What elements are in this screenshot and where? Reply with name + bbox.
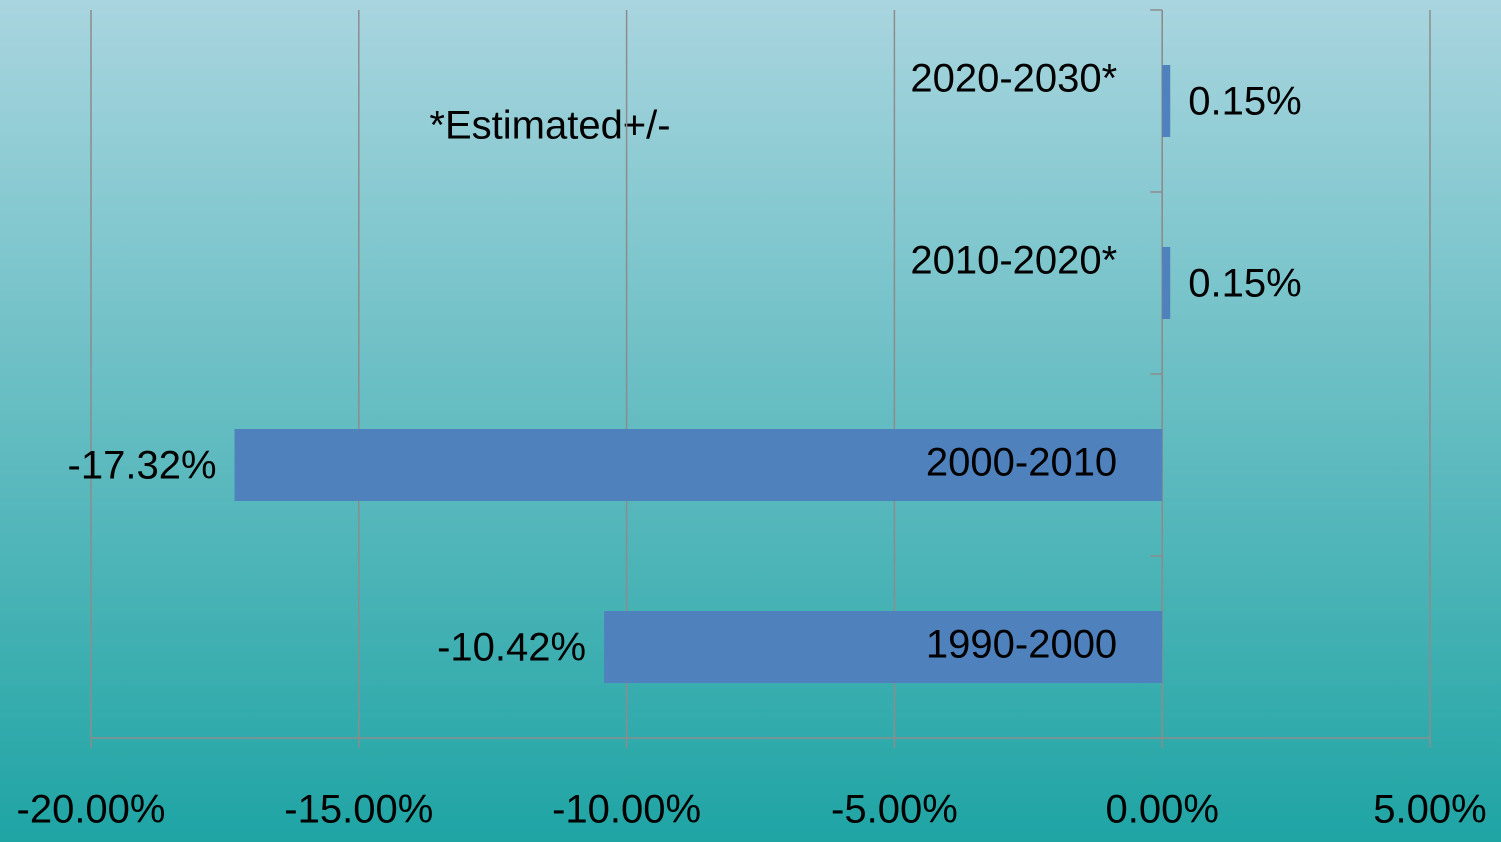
x-tick-label: -20.00% xyxy=(17,788,166,832)
x-tick-label: 0.00% xyxy=(1105,788,1218,832)
annotation: *Estimated+/- xyxy=(429,104,670,148)
value-label: 0.15% xyxy=(1188,262,1301,306)
value-label: -10.42% xyxy=(437,626,586,670)
value-label: 0.15% xyxy=(1188,80,1301,124)
bar xyxy=(1162,247,1171,319)
y-tick-label: 2000-2010 xyxy=(926,441,1117,485)
x-tick-label: -10.00% xyxy=(552,788,701,832)
x-tick-label: 5.00% xyxy=(1373,788,1486,832)
x-tick-label: -15.00% xyxy=(284,788,433,832)
bar xyxy=(1162,65,1171,137)
y-tick-label: 1990-2000 xyxy=(926,623,1117,667)
y-tick-label: 2020-2030* xyxy=(910,57,1117,101)
y-tick-label: 2010-2020* xyxy=(910,239,1117,283)
bar xyxy=(604,611,1163,683)
value-label: -17.32% xyxy=(68,444,217,488)
x-tick-label: -5.00% xyxy=(831,788,958,832)
bar xyxy=(234,429,1163,501)
